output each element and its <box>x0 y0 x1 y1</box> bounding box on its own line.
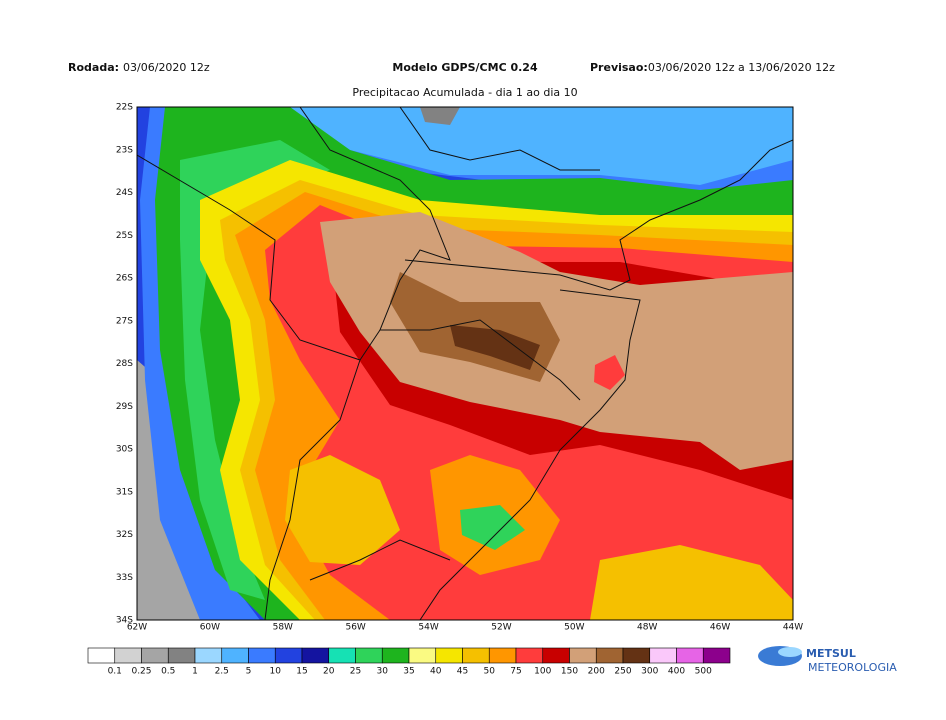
lat-label: 29S <box>116 402 133 412</box>
borders <box>137 107 793 620</box>
map-frame <box>136 106 794 621</box>
lon-label: 48W <box>637 623 657 633</box>
colorbar-label: 35 <box>403 667 414 677</box>
colorbar-box <box>622 647 651 664</box>
colorbar-label: 10 <box>270 667 282 677</box>
colorbar-box <box>87 647 116 664</box>
colorbar-box <box>355 647 383 664</box>
lat-label: 30S <box>116 445 133 455</box>
run-label: Rodada: <box>68 61 119 74</box>
colorbar-box <box>462 647 490 664</box>
colorbar-label: 45 <box>457 667 468 677</box>
colorbar-label: 0.25 <box>131 667 151 677</box>
lon-label: 50W <box>564 623 584 633</box>
colorbar-box <box>569 647 597 664</box>
colorbar-label: 0.1 <box>108 667 122 677</box>
colorbar-label: 400 <box>668 667 685 677</box>
lon-label: 52W <box>491 623 511 633</box>
lat-labels: 22S 23S 24S 25S 26S 27S 28S 29S 30S 31S 32S 33S 34S <box>116 103 133 626</box>
colorbar-box <box>542 647 570 664</box>
colorbar-label: 250 <box>614 667 631 677</box>
lat-label: 34S <box>116 616 133 626</box>
forecast-info: Previsao:03/06/2020 12z a 13/06/2020 12z <box>590 61 835 74</box>
colorbar-box <box>221 647 249 664</box>
colorbar-label: 30 <box>377 667 389 677</box>
colorbar-box <box>167 647 196 664</box>
forecast-label: Previsao: <box>590 61 648 74</box>
colorbar-label: 25 <box>350 667 361 677</box>
colorbar-box <box>141 647 169 664</box>
run-date: 03/06/2020 12z <box>123 61 210 74</box>
logo-highlight <box>778 647 802 657</box>
model: Modelo GDPS/CMC 0.24 <box>392 61 538 74</box>
colorbar-label: 150 <box>561 667 578 677</box>
colorbar-box <box>702 647 731 664</box>
colorbar-label: 500 <box>695 667 712 677</box>
colorbar-box <box>435 647 463 664</box>
lon-label: 56W <box>345 623 365 633</box>
colorbar-box <box>114 647 142 664</box>
colorbar-label: 50 <box>484 667 496 677</box>
colorbar-label: 2.5 <box>215 667 229 677</box>
colorbar-label: 5 <box>246 667 252 677</box>
logo-name: METSUL <box>806 647 856 660</box>
logo: METSUL METEOROLOGIA <box>758 646 897 674</box>
colorbar-box <box>328 647 356 664</box>
lat-label: 26S <box>116 274 133 284</box>
logo-tagline: METEOROLOGIA <box>808 661 897 674</box>
lon-label: 62W <box>127 623 147 633</box>
lat-label: 33S <box>116 573 133 583</box>
colorbar-box <box>301 647 330 664</box>
colorbar-box <box>381 647 410 664</box>
lat-label: 27S <box>116 316 133 326</box>
lon-label: 54W <box>418 623 438 633</box>
colorbar-box <box>595 647 624 664</box>
colorbar-box <box>515 647 544 664</box>
colorbar-box <box>274 647 303 664</box>
colorbar-label: 100 <box>534 667 551 677</box>
lat-label: 23S <box>116 145 133 155</box>
lat-label: 24S <box>116 188 133 198</box>
precip-field <box>137 107 793 620</box>
colorbar-box <box>676 647 704 664</box>
run-info: Rodada: 03/06/2020 12z <box>68 61 210 74</box>
lon-label: 60W <box>200 623 220 633</box>
colorbar-box <box>248 647 276 664</box>
colorbar-box <box>408 647 437 664</box>
colorbar: 0.1 0.25 0.5 1 2.5 5 10 15 20 25 30 35 40 45 50 75 100 15… <box>87 647 731 677</box>
lon-label: 44W <box>783 623 803 633</box>
colorbar-label: 75 <box>510 667 521 677</box>
colorbar-box <box>194 647 223 664</box>
colorbar-label: 300 <box>641 667 658 677</box>
colorbar-label: 1 <box>192 667 198 677</box>
lon-label: 46W <box>710 623 730 633</box>
colorbar-label: 0.5 <box>161 667 175 677</box>
colorbar-label: 20 <box>323 667 335 677</box>
lon-label: 58W <box>273 623 293 633</box>
subtitle: Precipitacao Acumulada - dia 1 ao dia 10 <box>352 86 577 99</box>
lat-label: 31S <box>116 487 133 497</box>
colorbar-box <box>649 647 677 664</box>
colorbar-label: 200 <box>588 667 605 677</box>
colorbar-box <box>488 647 517 664</box>
lat-label: 25S <box>116 231 133 241</box>
colorbar-label: 15 <box>296 667 307 677</box>
lat-label: 22S <box>116 103 133 113</box>
forecast-range: 03/06/2020 12z a 13/06/2020 12z <box>648 61 835 74</box>
colorbar-label: 40 <box>430 667 442 677</box>
lat-label: 28S <box>116 359 133 369</box>
lon-labels: 62W 60W 58W 56W 54W 52W 50W 48W 46W 44W <box>127 623 803 633</box>
lat-label: 32S <box>116 530 133 540</box>
